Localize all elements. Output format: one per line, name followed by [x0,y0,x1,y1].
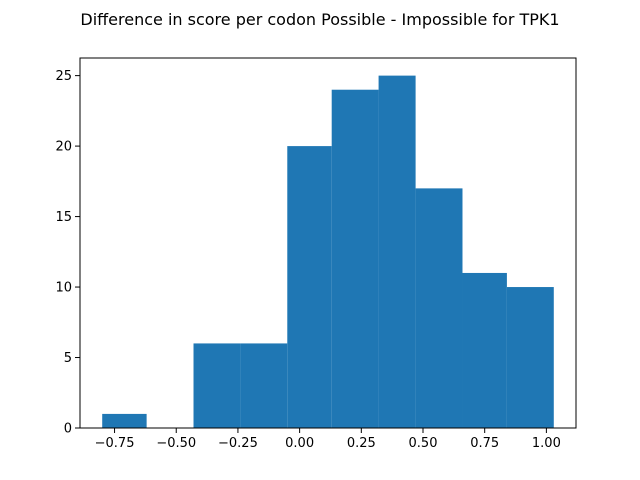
y-tick-label: 25 [55,69,72,84]
x-tick-label: −0.50 [156,436,196,451]
y-tick-label: 20 [55,140,72,155]
y-tick-label: 15 [55,210,72,225]
x-tick-label: 1.00 [532,436,561,451]
bars-group [102,75,554,428]
plot-frame [79,57,577,429]
x-tick-label: 0.00 [285,436,314,451]
histogram-bar-7 [415,188,463,428]
histogram-bar-5 [331,89,379,428]
x-tick-label: 0.50 [409,436,438,451]
histogram-bar-4 [287,146,332,428]
histogram-bar-8 [462,272,507,428]
histogram-bar-0 [102,413,147,428]
y-tick-label: 0 [64,422,72,437]
y-axis: 0 5 10 15 20 25 [55,69,80,437]
histogram-bar-9 [506,287,554,428]
histogram-bar-2 [193,343,241,428]
histogram-bar-6 [378,75,416,428]
x-tick-label: −0.25 [218,436,258,451]
y-tick-label: 5 [64,351,72,366]
x-tick-label: 0.75 [470,436,499,451]
x-axis: −0.75 −0.50 −0.25 0.00 0.25 0.50 0.75 1.00 [95,428,561,451]
histogram-bar-3 [240,343,288,428]
y-tick-label: 10 [55,281,72,296]
chart-title: Difference in score per codon Possible -… [80,10,559,29]
x-tick-label: −0.75 [95,436,135,451]
x-tick-label: 0.25 [347,436,376,451]
